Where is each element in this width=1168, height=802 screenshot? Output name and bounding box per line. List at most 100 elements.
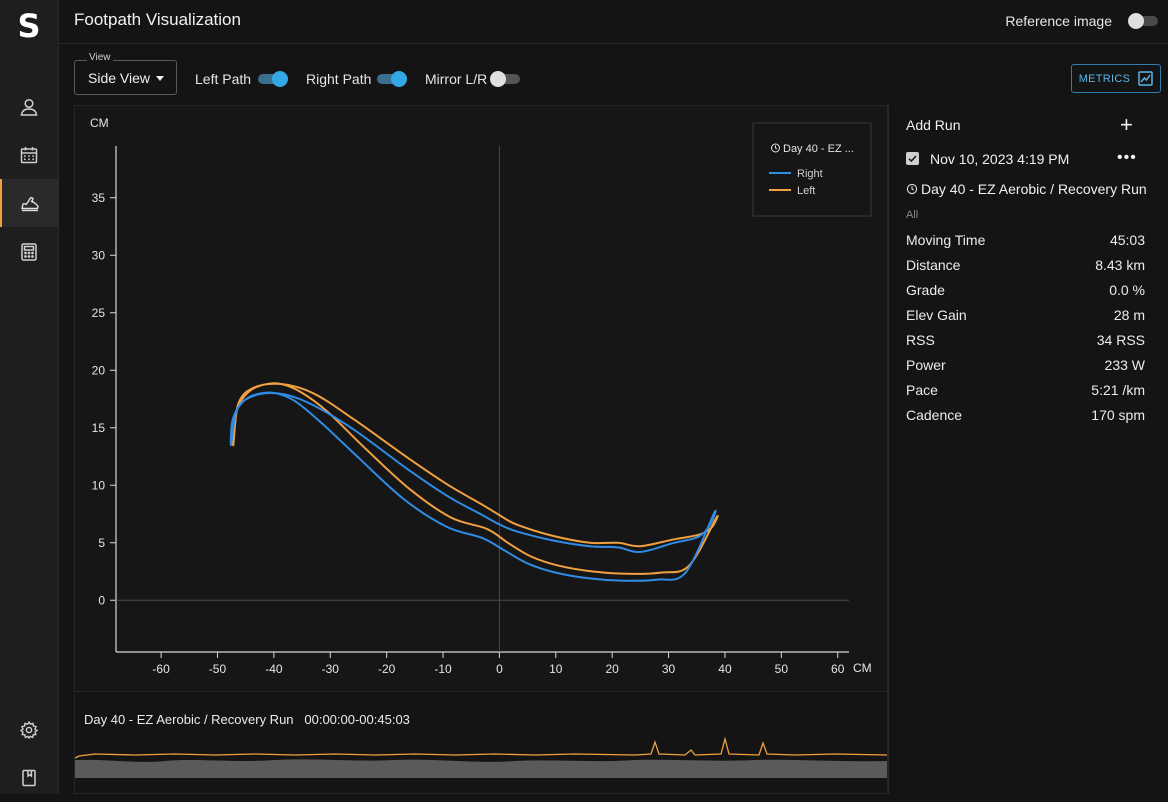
y-tick-label: 20 [92, 363, 106, 377]
book-icon [22, 769, 36, 787]
stat-value: 170 spm [1091, 407, 1145, 423]
stat-value: 45:03 [1109, 232, 1145, 248]
toolbar: View Side View Left Path Right Path Mirr… [58, 44, 1168, 104]
chart-box-icon [1138, 71, 1154, 86]
stat-row: Distance 8.43 km [906, 257, 1145, 277]
stat-label: Pace [906, 382, 938, 398]
y-tick-label: 0 [98, 593, 105, 607]
add-run-label: Add Run [906, 117, 961, 133]
toggle-knob [272, 71, 288, 87]
y-axis-label: CM [90, 116, 109, 130]
run-checkbox[interactable] [906, 152, 919, 165]
mirror-toggle[interactable] [490, 71, 520, 87]
caret-down-icon [156, 76, 164, 81]
view-select-label: View [87, 52, 113, 63]
x-tick-label: 0 [496, 662, 503, 676]
metrics-label: METRICS [1078, 72, 1131, 85]
sidebar-item-docs[interactable] [0, 754, 58, 802]
sidebar-item-calculator[interactable] [0, 228, 58, 276]
stat-label: Moving Time [906, 232, 986, 248]
toggle-knob [1128, 13, 1144, 29]
sidebar-item-calendar[interactable] [0, 131, 58, 179]
running-shoe-icon [21, 196, 39, 212]
left-path-toggle[interactable] [258, 71, 288, 87]
stat-label: Elev Gain [906, 307, 967, 323]
reference-image-toggle[interactable] [1128, 13, 1158, 29]
calendar-icon [20, 147, 38, 164]
stat-value: 34 RSS [1096, 332, 1145, 348]
x-tick-label: -30 [322, 662, 340, 676]
stat-value: 233 W [1104, 357, 1145, 373]
stat-row: Pace 5:21 /km [906, 382, 1145, 402]
y-tick-label: 35 [92, 191, 106, 205]
app-logo[interactable]: S [17, 7, 41, 45]
stat-row: Cadence 170 spm [906, 407, 1145, 427]
plus-icon[interactable]: + [1120, 112, 1133, 137]
toggle-knob [490, 71, 506, 87]
person-icon [20, 98, 38, 116]
toggle-knob [391, 71, 407, 87]
footpath-chart-panel: CM CM -60 -50 -40 -30 -20 -10 0 10 20 30 40 50 60 0 5 1… [74, 105, 888, 692]
clock-icon [906, 183, 918, 195]
stat-row: Moving Time 45:03 [906, 232, 1145, 252]
view-select-value: Side View [88, 70, 151, 86]
sidebar-item-footpath[interactable] [0, 179, 58, 227]
elevation-area [75, 759, 887, 778]
x-tick-label: 30 [662, 662, 676, 676]
stat-label: RSS [906, 332, 935, 348]
x-axis-label: CM [853, 661, 872, 675]
run-panel: Add Run + Nov 10, 2023 4:19 PM ••• Day 4… [888, 105, 1168, 794]
x-tick-label: 50 [775, 662, 789, 676]
y-tick-label: 10 [92, 478, 106, 492]
sidebar-item-profile[interactable] [0, 83, 58, 131]
run-name: Day 40 - EZ Aerobic / Recovery Run [906, 181, 1147, 197]
more-options-icon[interactable]: ••• [1117, 149, 1137, 166]
stat-row: Elev Gain 28 m [906, 307, 1145, 327]
legend-title: Day 40 - EZ ... [783, 143, 854, 155]
stat-value: 28 m [1113, 307, 1145, 323]
stat-value: 0.0 % [1109, 282, 1145, 298]
filter-label: All [906, 209, 919, 221]
left-path-label: Left Path [195, 71, 252, 87]
x-tick-label: -60 [152, 662, 170, 676]
footpath-line-right [229, 391, 717, 582]
stat-label: Power [906, 357, 946, 373]
reference-image-label: Reference image [1005, 13, 1112, 29]
metrics-button[interactable]: METRICS [1071, 64, 1161, 93]
top-bar: Footpath Visualization Reference image [58, 0, 1168, 44]
x-tick-label: -20 [378, 662, 396, 676]
sidebar-item-settings[interactable] [0, 706, 58, 754]
x-tick-label: -40 [265, 662, 283, 676]
stat-label: Distance [906, 257, 961, 273]
stat-value: 5:21 /km [1091, 382, 1145, 398]
stat-label: Cadence [906, 407, 963, 423]
x-tick-label: 20 [606, 662, 620, 676]
sidebar: S [0, 0, 59, 794]
right-path-toggle[interactable] [377, 71, 407, 87]
timeline-panel: Day 40 - EZ Aerobic / Recovery Run 00:00… [74, 692, 888, 794]
page-title: Footpath Visualization [74, 10, 241, 29]
stat-row: Power 233 W [906, 357, 1145, 377]
footpath-line-left [231, 382, 719, 575]
calculator-icon [21, 243, 37, 261]
timeline-run-name: Day 40 - EZ Aerobic / Recovery Run [84, 712, 294, 727]
x-tick-label: 60 [831, 662, 845, 676]
footpath-chart[interactable]: CM CM -60 -50 -40 -30 -20 -10 0 10 20 30 40 50 60 0 5 1… [75, 106, 887, 691]
y-tick-label: 30 [92, 248, 106, 262]
timeline-chart[interactable] [75, 734, 887, 778]
run-date: Nov 10, 2023 4:19 PM [930, 151, 1070, 167]
stat-row: Grade 0.0 % [906, 282, 1145, 302]
y-tick-label: 25 [92, 306, 106, 320]
timeline-title: Day 40 - EZ Aerobic / Recovery Run 00:00… [84, 712, 410, 727]
x-tick-label: -10 [434, 662, 452, 676]
stat-value: 8.43 km [1095, 257, 1145, 273]
legend-entry-right: Right [797, 168, 823, 180]
view-select[interactable]: View Side View [74, 52, 177, 95]
check-icon [908, 155, 917, 163]
stat-label: Grade [906, 282, 945, 298]
x-tick-label: 10 [549, 662, 563, 676]
clock-icon [771, 143, 780, 153]
gear-icon [19, 720, 39, 740]
x-tick-label: 40 [718, 662, 732, 676]
x-tick-label: -50 [209, 662, 227, 676]
